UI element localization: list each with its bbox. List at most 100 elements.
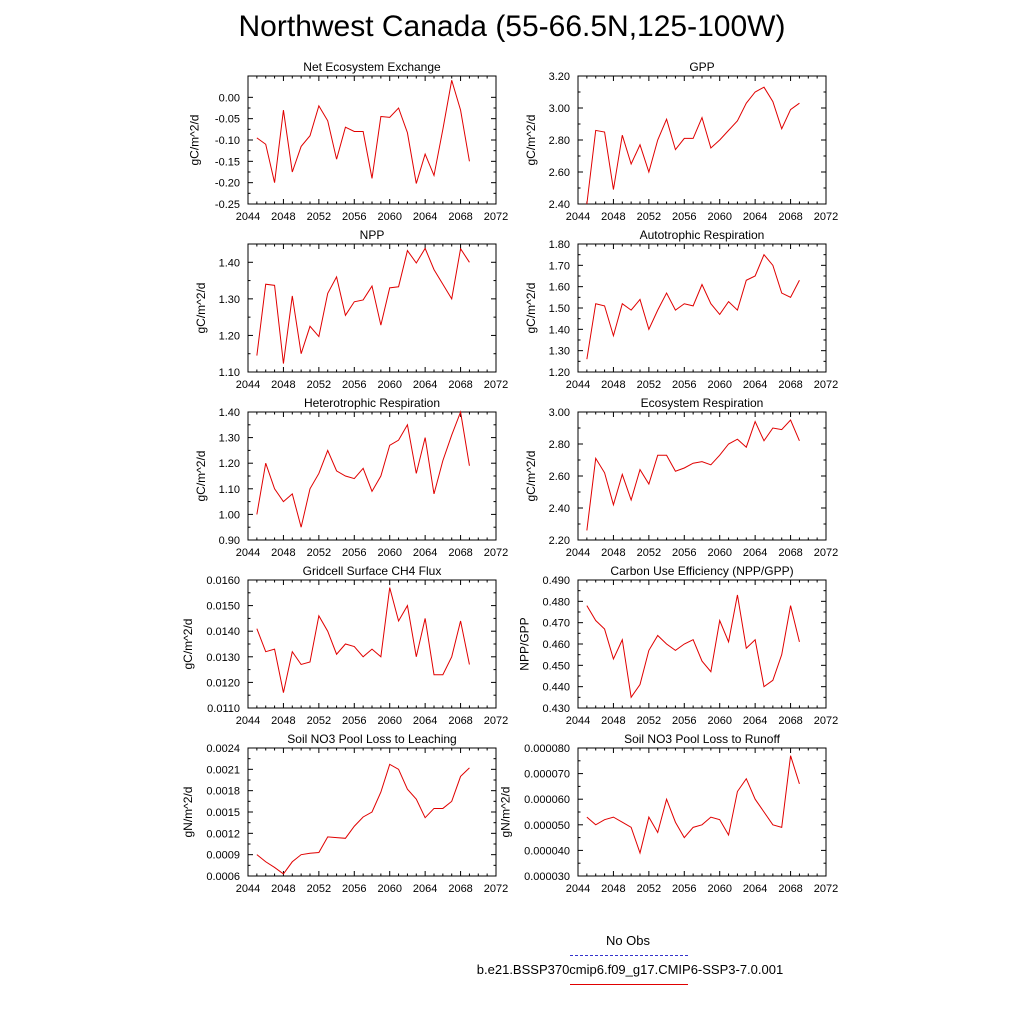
panel-5-series-line (256, 410, 470, 528)
legend-model-label: b.e21.BSSP370cmip6.f09_g17.CMIP6-SSP3-7.… (476, 962, 784, 977)
panel-5-xtick-label: 2072 (484, 547, 508, 559)
panel-8-xtick-label: 2072 (814, 715, 838, 727)
panel-1-xtick-label: 2052 (307, 211, 331, 223)
panel-3-ytick-label: 1.10 (219, 367, 240, 379)
panel-4-xtick-label: 2048 (601, 379, 625, 391)
panel-9-xtick-label: 2064 (413, 883, 437, 895)
panel-8-ytick-label: 0.490 (542, 575, 570, 587)
panel-4-xtick-label: 2060 (707, 379, 731, 391)
panel-7-series-line (256, 587, 470, 693)
panel-4-ytick-label: 1.30 (549, 346, 570, 358)
panel-8-ytick-label: 0.430 (542, 703, 570, 715)
panel-2-xtick-label: 2068 (778, 211, 802, 223)
panel-1-xtick-label: 2048 (271, 211, 295, 223)
panel-5-ytick-label: 1.30 (219, 433, 240, 445)
panel-8-xtick-label: 2048 (601, 715, 625, 727)
panel-10-series-line (586, 755, 800, 855)
panel-7-ytick-label: 0.0110 (207, 703, 240, 715)
panel-8-xtick-label: 2060 (707, 715, 731, 727)
legend-obs-line (570, 955, 688, 956)
panel-8-ytick-label: 0.440 (542, 682, 570, 694)
panel-1-ylabel: gC/m^2/d (188, 115, 202, 166)
panel-10-ytick-label: 0.000030 (524, 871, 570, 883)
panel-10-xtick-label: 2064 (743, 883, 767, 895)
panel-7-ytick-label: 0.0160 (206, 575, 240, 587)
panel-3-xtick-label: 2064 (413, 379, 437, 391)
panel-3-title: NPP (360, 228, 385, 242)
panel-7-ytick-label: 0.0140 (206, 626, 240, 638)
panel-1-ytick-label: -0.20 (215, 178, 240, 190)
panel-9-ytick-label: 0.0006 (206, 871, 240, 883)
panel-3-ytick-label: 1.30 (219, 294, 240, 306)
panel-7-xtick-label: 2052 (307, 715, 331, 727)
panel-5-xtick-label: 2056 (342, 547, 366, 559)
panel-4-xtick-label: 2044 (566, 379, 590, 391)
panel-1-ytick-label: 0.00 (219, 92, 240, 104)
panel-5-ylabel: gC/m^2/d (194, 451, 208, 502)
panel-6-xtick-label: 2048 (601, 547, 625, 559)
panel-8-xtick-label: 2044 (566, 715, 590, 727)
panel-9-ytick-label: 0.0021 (206, 764, 240, 776)
panel-9-ylabel: gN/m^2/d (181, 787, 195, 838)
panel-4-ytick-label: 1.80 (549, 239, 570, 251)
panel-10-ytick-label: 0.000050 (524, 820, 570, 832)
legend-obs-label: No Obs (605, 933, 651, 948)
panel-2-frame (577, 75, 827, 205)
panel-8-frame (577, 579, 827, 709)
panel-10-ytick-label: 0.000040 (524, 845, 570, 857)
panel-7-ytick-label: 0.0130 (206, 652, 240, 664)
panel-1-series-line (256, 80, 470, 184)
panel-6-ytick-label: 3.00 (549, 407, 570, 419)
panel-1-xtick-label: 2064 (413, 211, 437, 223)
panel-6-xtick-label: 2072 (814, 547, 838, 559)
panel-2-ytick-label: 3.20 (549, 71, 570, 83)
panel-10-xtick-label: 2056 (672, 883, 696, 895)
panel-7-ytick-label: 0.0120 (206, 677, 240, 689)
panel-9-xtick-label: 2068 (448, 883, 472, 895)
panel-8-xtick-label: 2056 (672, 715, 696, 727)
panel-2-title: GPP (689, 60, 714, 74)
panel-6-xtick-label: 2068 (778, 547, 802, 559)
panel-2-xtick-label: 2048 (601, 211, 625, 223)
panel-5-ytick-label: 1.10 (219, 484, 240, 496)
panel-9-xtick-label: 2072 (484, 883, 508, 895)
panel-10-ylabel: gN/m^2/d (499, 787, 513, 838)
legend-model-line (570, 984, 688, 985)
panel-3-ylabel: gC/m^2/d (194, 283, 208, 334)
panel-8-ylabel: NPP/GPP (518, 617, 532, 670)
panel-7-xtick-label: 2044 (236, 715, 260, 727)
panel-10-xtick-label: 2060 (707, 883, 731, 895)
panel-8-xtick-label: 2068 (778, 715, 802, 727)
panel-3-xtick-label: 2056 (342, 379, 366, 391)
panel-6-series-line (586, 419, 800, 531)
panel-1-xtick-label: 2068 (448, 211, 472, 223)
panel-10-xtick-label: 2044 (566, 883, 590, 895)
panel-1-ytick-label: -0.10 (215, 135, 240, 147)
panel-3-xtick-label: 2060 (377, 379, 401, 391)
panel-6-xtick-label: 2060 (707, 547, 731, 559)
panel-2-ytick-label: 3.00 (549, 103, 570, 115)
panel-1-xtick-label: 2060 (377, 211, 401, 223)
panel-10-ytick-label: 0.000070 (524, 769, 570, 781)
panel-3-ytick-label: 1.20 (219, 330, 240, 342)
panel-3-xtick-label: 2044 (236, 379, 260, 391)
panel-9-title: Soil NO3 Pool Loss to Leaching (287, 732, 456, 746)
panel-10-xtick-label: 2048 (601, 883, 625, 895)
panel-4-ytick-label: 1.50 (549, 303, 570, 315)
panel-3-xtick-label: 2048 (271, 379, 295, 391)
panel-7-xtick-label: 2068 (448, 715, 472, 727)
panel-7-ytick-label: 0.0150 (206, 601, 240, 613)
panel-4-title: Autotrophic Respiration (640, 228, 765, 242)
panel-7-xtick-label: 2056 (342, 715, 366, 727)
panel-9-xtick-label: 2052 (307, 883, 331, 895)
panel-6-title: Ecosystem Respiration (641, 396, 764, 410)
panel-2-ytick-label: 2.40 (549, 199, 570, 211)
panel-4-xtick-label: 2056 (672, 379, 696, 391)
panel-1-frame (247, 75, 497, 205)
panel-5-title: Heterotrophic Respiration (304, 396, 440, 410)
panel-8-ytick-label: 0.470 (542, 618, 570, 630)
panel-6-frame (577, 411, 827, 541)
panel-4-frame (577, 243, 827, 373)
panel-6-ytick-label: 2.40 (549, 503, 570, 515)
panel-2-xtick-label: 2044 (566, 211, 590, 223)
